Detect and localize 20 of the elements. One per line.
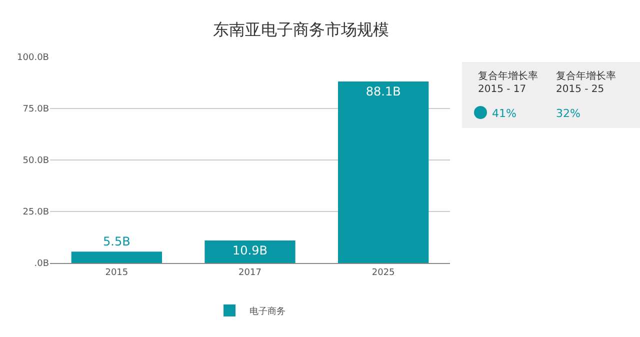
x-tick-label: 2015 [105,268,128,278]
bar [204,240,296,263]
data-label: 10.9B [232,244,268,258]
y-tick-label: .0B [34,259,49,270]
x-tick-label: 2025 [372,268,395,278]
text: 32% [556,107,580,120]
text: 复合年增长率 2015 - 25 [556,70,616,96]
y-tick-label: 25.0B [22,208,49,218]
chart-title: 东南亚电子商务市场规模 [212,20,389,39]
x-tick-label: 2017 [238,268,262,278]
data-label: 5.5B [103,234,130,249]
legend-label: 电子商务 [250,306,286,317]
data-label: 88.1B [366,84,401,99]
y-tick-label: 50.0B [22,156,49,166]
y-tick-label: 100.0B [17,53,49,64]
bar [71,252,162,263]
text: 41% [492,107,516,120]
bar [338,82,429,263]
y-tick-label: 75.0B [22,104,49,115]
text: 复合年增长率 2015 - 17 [478,70,538,96]
